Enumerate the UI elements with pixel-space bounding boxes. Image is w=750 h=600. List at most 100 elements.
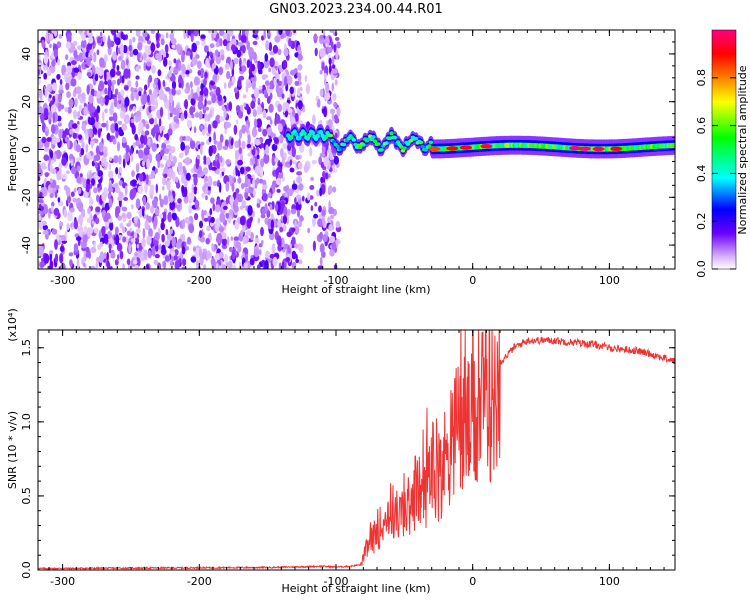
spectrogram-cell <box>114 37 121 46</box>
spectrogram-cell <box>196 60 202 69</box>
spectrogram-cell <box>203 87 209 97</box>
spectrogram-cell <box>78 104 83 112</box>
spectrogram-cell <box>58 89 64 94</box>
spectrogram-cell <box>58 162 63 170</box>
spectrogram-cell <box>207 175 213 187</box>
spectrogram-cell <box>128 242 132 254</box>
spectrogram-cell <box>231 249 236 261</box>
spectrogram-cell <box>120 89 125 97</box>
spectrogram-cell <box>152 198 158 209</box>
spectrogram-cell <box>98 80 105 91</box>
spectrogram-cell <box>253 87 260 99</box>
spectrogram-cell <box>376 142 381 146</box>
spectrogram-cell <box>145 174 149 185</box>
spectrogram-cell <box>265 250 270 259</box>
spectrogram-cell <box>106 251 109 261</box>
spectrogram-cell <box>323 134 329 140</box>
spectrogram-cell <box>204 45 208 53</box>
spectrogram-cell <box>160 38 165 46</box>
spectrogram-cell <box>277 48 282 55</box>
spectrogram-cell <box>228 81 232 89</box>
spectrogram-cell <box>324 240 328 247</box>
spectrogram-cell <box>111 30 115 36</box>
spectrogram-cell <box>353 142 358 147</box>
spectrogram-cell <box>258 178 264 184</box>
spectrogram-cell <box>164 255 170 262</box>
spectrogram-cell <box>187 236 191 245</box>
spectrogram-cell <box>255 177 260 185</box>
spectrogram-cell <box>164 139 170 145</box>
spectrogram-cell <box>205 237 210 245</box>
spectrogram-cell <box>312 240 316 252</box>
snr-frame <box>37 329 676 571</box>
spectrogram-cell <box>98 122 102 129</box>
spectrogram-cell <box>384 141 389 145</box>
spectrogram-cell <box>152 127 156 138</box>
spectrogram-cell <box>318 156 323 166</box>
spectrogram-cell <box>119 250 124 260</box>
spectrogram-cell <box>40 113 45 124</box>
spectrogram-cell <box>98 231 102 239</box>
spectrogram-cell <box>143 52 147 61</box>
spectrogram-cell <box>258 199 262 204</box>
spectrogram-cell <box>76 176 81 184</box>
spectrogram-cell <box>246 143 252 149</box>
spectrogram-cell <box>129 231 134 237</box>
colorbar: 0.0 0.2 0.4 0.6 0.8 Normalized spectral ampl… <box>695 29 749 278</box>
spectrogram-cell <box>219 133 224 143</box>
spectrogram-cell <box>81 61 88 70</box>
spectrogram-cell <box>143 61 147 72</box>
spectrogram-cell <box>169 228 173 235</box>
spectrogram-cell <box>331 56 335 66</box>
spectrogram-cell <box>264 53 269 62</box>
spectrogram-cell <box>138 90 142 97</box>
spectrogram-cell <box>155 53 161 60</box>
spectrogram-cell <box>182 258 187 267</box>
spectrogram-cell <box>178 161 183 173</box>
spectrogram-cell <box>332 93 337 101</box>
spectrogram-cell <box>150 205 155 214</box>
spectrogram-cell <box>271 67 277 76</box>
spectrogram-cell <box>332 168 338 173</box>
spectrogram-cell <box>75 86 82 95</box>
spectrogram-cell <box>329 235 336 244</box>
spectrogram-cell <box>77 45 82 50</box>
spectrogram-cell <box>273 137 279 144</box>
spectrogram-cell <box>314 47 318 57</box>
spectrogram-cell <box>73 188 77 193</box>
spectrogram-cell <box>70 158 74 167</box>
spectrogram-cell <box>52 112 56 124</box>
spectrogram-cell <box>147 94 150 103</box>
spectrogram-cell <box>314 201 318 207</box>
spectrogram-cell <box>263 58 270 69</box>
spectrogram-cell <box>248 46 255 58</box>
spectrogram-cell <box>260 107 263 115</box>
spectrogram-cell <box>283 59 288 70</box>
spectrogram-cell <box>671 142 675 149</box>
spectrogram-cell <box>131 170 135 178</box>
spectrogram-cell <box>42 186 48 197</box>
spectrogram-cell <box>313 213 319 219</box>
spectrogram-cell <box>334 117 340 124</box>
spectrogram-cell <box>198 248 203 258</box>
spectrogram-cell <box>150 170 156 179</box>
spectrogram-cell <box>226 71 231 80</box>
spectrogram-cell <box>176 204 180 209</box>
spectrogram-cell <box>39 191 43 199</box>
spectrogram-cell <box>161 244 166 252</box>
spectrogram-cell <box>82 262 86 268</box>
spectrogram-cell <box>294 243 298 249</box>
spectrogram-cell <box>266 210 271 218</box>
spectrogram-cell <box>112 60 116 70</box>
spectrogram-cell <box>95 217 100 225</box>
spectrogram-cell <box>90 198 94 205</box>
spectrogram-cell <box>237 159 244 166</box>
spectrogram-cell <box>89 266 96 269</box>
spectrogram-cell <box>214 204 221 213</box>
spectrogram-cell <box>63 208 68 218</box>
spectrogram-cell <box>124 185 128 196</box>
spectrogram-cell <box>90 247 97 254</box>
spectrogram-cell <box>210 197 215 204</box>
spectrogram-cell <box>158 89 165 101</box>
spectrogram-cell <box>72 132 77 139</box>
